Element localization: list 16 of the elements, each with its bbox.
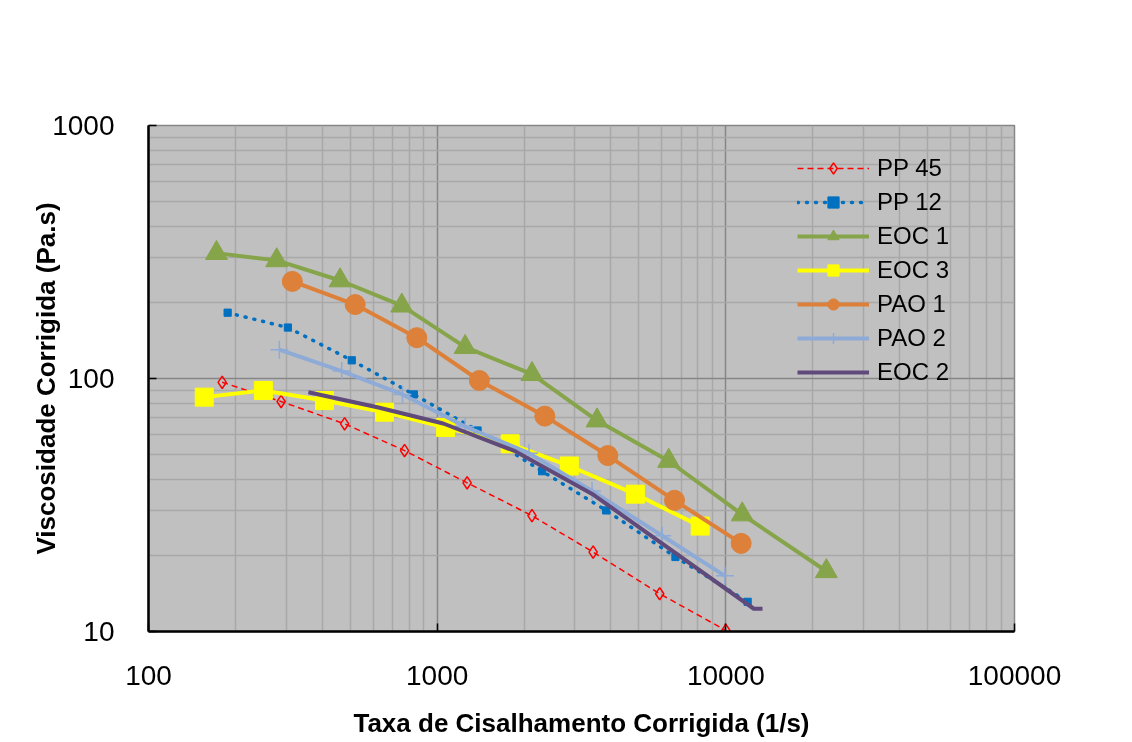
legend-label: EOC 3 bbox=[877, 256, 951, 284]
legend-label: EOC 2 bbox=[877, 358, 951, 386]
legend-label: EOC 1 bbox=[877, 222, 951, 250]
x-tick-label: 100000 bbox=[967, 659, 1062, 691]
x-axis-title: Taxa de Cisalhamento Corrigida (1/s) bbox=[353, 707, 810, 738]
legend-label: PAO 1 bbox=[877, 290, 947, 318]
legend-label: PP 45 bbox=[877, 154, 943, 182]
y-tick-label: 10 bbox=[83, 616, 115, 647]
y-tick-label: 1000 bbox=[52, 110, 115, 141]
legend-label: PP 12 bbox=[877, 188, 943, 216]
x-tick-label: 100 bbox=[125, 659, 172, 691]
x-tick-label: 1000 bbox=[406, 659, 469, 691]
x-tick-label: 10000 bbox=[686, 659, 765, 691]
y-axis-title: Viscosidade Corrigida (Pa.s) bbox=[31, 202, 62, 555]
legend-label: PAO 2 bbox=[877, 324, 947, 352]
y-tick-label: 100 bbox=[67, 363, 115, 394]
